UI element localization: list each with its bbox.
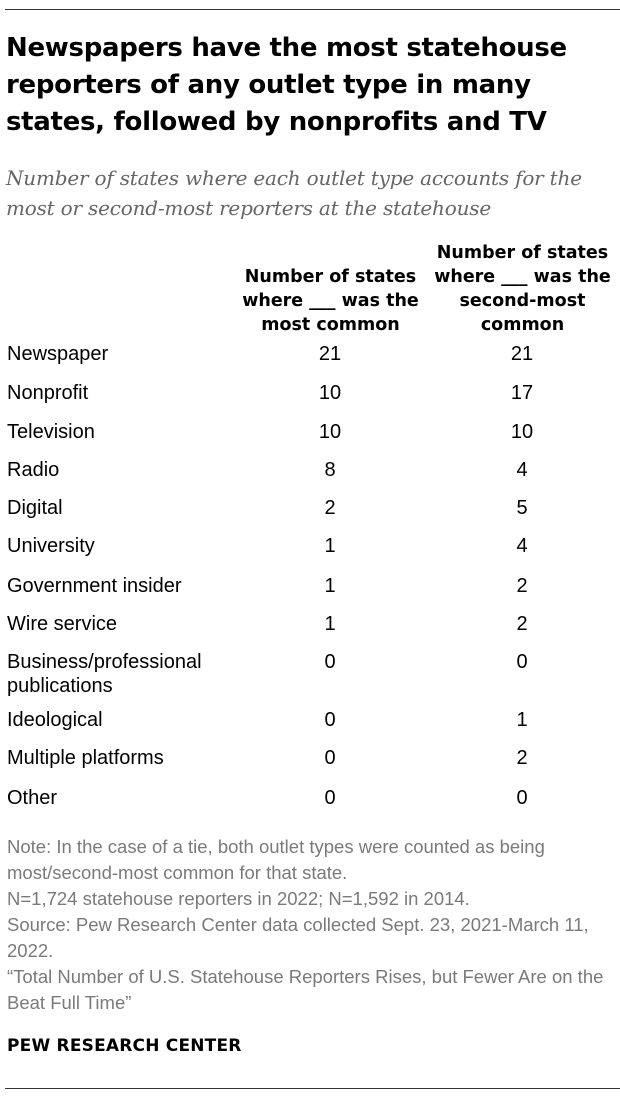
row-label: Digital — [7, 497, 63, 519]
row-label: Nonprofit — [7, 382, 89, 404]
row-label: Radio — [7, 459, 60, 481]
second-most-common-value: 2 — [516, 747, 528, 769]
second-most-common-value: 10 — [510, 421, 534, 443]
row-label: Multiple platforms — [7, 747, 164, 769]
sample-size-text: N=1,724 statehouse reporters in 2022; N=… — [7, 888, 470, 909]
second-most-common-value: 21 — [510, 343, 534, 365]
row-label: Government insider — [7, 575, 182, 597]
most-common-value: 1 — [324, 613, 336, 635]
second-most-common-value: 2 — [516, 575, 528, 597]
note-text: Note: In the case of a tie, both outlet … — [7, 836, 545, 883]
most-common-value: 0 — [324, 651, 336, 673]
most-common-value: 21 — [318, 343, 342, 365]
second-most-common-value: 4 — [516, 535, 528, 557]
most-common-value: 2 — [324, 497, 336, 519]
second-most-common-value: 1 — [516, 709, 528, 731]
row-label: Ideological — [7, 709, 103, 731]
second-most-common-value: 5 — [516, 497, 528, 519]
most-common-value: 1 — [324, 575, 336, 597]
row-label: Business/professional publications — [7, 651, 202, 697]
most-common-value: 10 — [318, 421, 342, 443]
row-label: University — [7, 535, 95, 557]
row-label: Other — [7, 787, 58, 809]
second-most-common-value: 4 — [516, 459, 528, 481]
column-header-second-most-common: Number of states where ___ was the secon… — [434, 243, 611, 335]
report-title-text: “Total Number of U.S. Statehouse Reporte… — [7, 966, 604, 1013]
bottom-rule — [5, 1088, 620, 1089]
most-common-value: 0 — [324, 787, 336, 809]
most-common-value: 1 — [324, 535, 336, 557]
most-common-value: 0 — [324, 709, 336, 731]
chart-subtitle: Number of states where each outlet type … — [6, 166, 582, 220]
most-common-value: 10 — [318, 382, 342, 404]
most-common-value: 8 — [324, 459, 336, 481]
second-most-common-value: 2 — [516, 613, 528, 635]
column-header-most-common: Number of states where ___ was the most … — [242, 267, 419, 335]
most-common-value: 0 — [324, 747, 336, 769]
second-most-common-value: 17 — [510, 382, 534, 404]
second-most-common-value: 0 — [516, 787, 528, 809]
source-text: Source: Pew Research Center data collect… — [7, 914, 589, 961]
second-most-common-value: 0 — [516, 651, 528, 673]
row-label: Television — [7, 421, 95, 443]
top-rule — [5, 9, 620, 10]
row-label: Wire service — [7, 613, 118, 635]
chart-title: Newspapers have the most statehouse repo… — [6, 33, 567, 137]
row-label: Newspaper — [7, 343, 109, 365]
pew-research-center-logo: PEW RESEARCH CENTER — [7, 1036, 242, 1056]
